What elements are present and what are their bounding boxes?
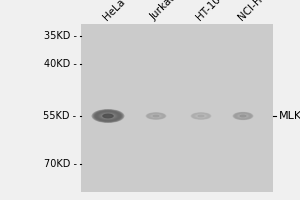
Ellipse shape [197,114,205,118]
Ellipse shape [193,113,209,119]
Ellipse shape [190,112,212,120]
Ellipse shape [100,112,116,119]
Text: HeLa: HeLa [101,0,127,22]
Ellipse shape [149,113,163,119]
Text: NCI-H460: NCI-H460 [236,0,278,22]
Ellipse shape [146,112,166,120]
Ellipse shape [198,115,204,117]
Ellipse shape [195,114,207,118]
Ellipse shape [148,113,164,119]
Ellipse shape [197,115,205,117]
Ellipse shape [196,114,206,118]
Ellipse shape [193,113,209,119]
Ellipse shape [234,112,253,120]
Ellipse shape [149,114,163,118]
Ellipse shape [148,113,164,119]
Ellipse shape [194,114,208,118]
Ellipse shape [239,115,247,117]
Ellipse shape [240,115,246,117]
Ellipse shape [96,111,120,121]
Ellipse shape [239,114,247,118]
Ellipse shape [102,114,114,118]
Ellipse shape [151,114,161,118]
Ellipse shape [237,114,249,118]
Ellipse shape [147,113,165,119]
Ellipse shape [191,113,211,119]
Ellipse shape [92,109,124,123]
Ellipse shape [235,113,251,119]
Ellipse shape [195,114,207,118]
Ellipse shape [239,115,247,117]
Ellipse shape [198,115,204,117]
Ellipse shape [236,113,250,119]
Ellipse shape [93,110,123,122]
Text: MLKL: MLKL [279,111,300,121]
Ellipse shape [196,114,206,118]
Ellipse shape [152,114,160,118]
Ellipse shape [92,109,124,123]
Ellipse shape [95,110,121,122]
Ellipse shape [237,113,249,119]
Ellipse shape [191,112,211,120]
Ellipse shape [152,115,160,117]
Text: 35KD -: 35KD - [44,31,76,41]
Ellipse shape [238,114,248,118]
Ellipse shape [232,112,254,120]
Ellipse shape [194,113,208,119]
Ellipse shape [192,113,210,119]
Ellipse shape [240,115,246,117]
Ellipse shape [146,112,167,120]
Ellipse shape [102,114,114,118]
Ellipse shape [151,114,161,118]
Ellipse shape [104,114,112,118]
Ellipse shape [150,114,162,118]
Ellipse shape [153,115,159,117]
Ellipse shape [99,112,117,120]
Ellipse shape [150,114,162,118]
Ellipse shape [152,115,160,117]
Ellipse shape [153,115,159,117]
Ellipse shape [235,113,251,119]
Bar [81,24,273,192]
Ellipse shape [101,113,115,119]
Text: HT-1080: HT-1080 [194,0,231,22]
Ellipse shape [238,114,248,118]
Ellipse shape [97,111,119,121]
Ellipse shape [103,114,113,118]
Ellipse shape [94,110,122,122]
Text: 40KD -: 40KD - [44,59,76,69]
Ellipse shape [197,115,205,117]
Ellipse shape [233,112,253,120]
Ellipse shape [98,112,118,120]
Text: 55KD -: 55KD - [44,111,76,121]
Ellipse shape [236,113,250,119]
Ellipse shape [234,112,252,120]
Ellipse shape [147,113,166,119]
Text: 70KD -: 70KD - [44,159,76,169]
Ellipse shape [100,113,116,119]
Text: Jurkat: Jurkat [149,0,178,22]
Ellipse shape [97,111,119,121]
